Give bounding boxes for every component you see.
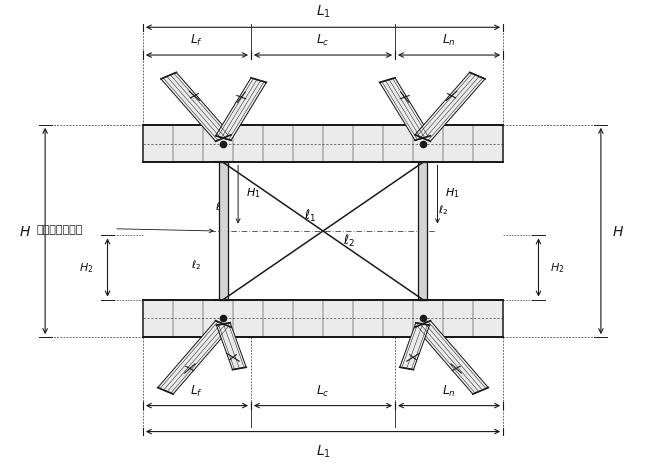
Polygon shape [143, 125, 503, 163]
Text: $\ell_1$: $\ell_1$ [304, 208, 316, 224]
Polygon shape [415, 321, 488, 394]
Polygon shape [161, 73, 231, 142]
Polygon shape [219, 163, 228, 300]
Polygon shape [216, 323, 246, 370]
Text: $\ell_2$: $\ell_2$ [438, 203, 448, 217]
Text: $L_c$: $L_c$ [316, 382, 330, 398]
Text: $L_n$: $L_n$ [442, 33, 456, 48]
Text: $H_2$: $H_2$ [79, 261, 94, 275]
Text: $L_1$: $L_1$ [315, 443, 331, 459]
Polygon shape [415, 73, 485, 142]
Polygon shape [418, 163, 427, 300]
Text: $H_2$: $H_2$ [550, 261, 565, 275]
Polygon shape [158, 321, 231, 394]
Text: $\ell_2$: $\ell_2$ [343, 232, 355, 249]
Text: $L_n$: $L_n$ [442, 382, 456, 398]
Text: $H_1$: $H_1$ [445, 186, 460, 200]
Text: $L_c$: $L_c$ [316, 33, 330, 48]
Text: $L_1$: $L_1$ [315, 4, 331, 20]
Text: $H$: $H$ [19, 225, 31, 238]
Text: 横联下弦中心线: 横联下弦中心线 [37, 224, 83, 234]
Polygon shape [400, 323, 430, 370]
Text: $\ell_2$: $\ell_2$ [191, 258, 202, 272]
Text: $L_f$: $L_f$ [191, 382, 203, 398]
Text: $L_f$: $L_f$ [191, 33, 203, 48]
Polygon shape [216, 79, 266, 141]
Text: $\ell_1$: $\ell_1$ [215, 200, 225, 214]
Text: $H_1$: $H_1$ [246, 186, 260, 200]
Polygon shape [143, 300, 503, 338]
Text: $H$: $H$ [612, 225, 625, 238]
Polygon shape [380, 79, 430, 141]
